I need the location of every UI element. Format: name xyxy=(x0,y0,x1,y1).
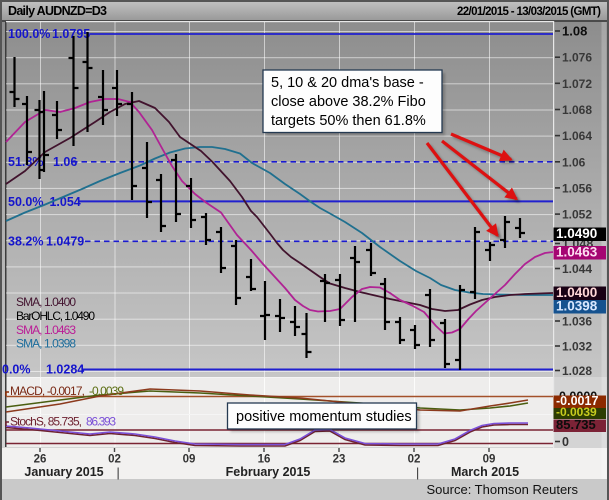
svg-text:1.032: 1.032 xyxy=(562,340,592,354)
svg-text:1.0490: 1.0490 xyxy=(556,226,597,241)
svg-text:January 2015: January 2015 xyxy=(24,465,103,479)
svg-text:1.0284: 1.0284 xyxy=(46,363,84,377)
svg-text:StochS, 85.735,: StochS, 85.735, xyxy=(10,415,82,429)
svg-text:|: | xyxy=(117,466,120,480)
svg-text:1.028: 1.028 xyxy=(562,364,592,378)
svg-text:1.0479: 1.0479 xyxy=(46,235,84,249)
svg-text:1.052: 1.052 xyxy=(562,208,592,222)
svg-text:1.0400: 1.0400 xyxy=(556,285,597,300)
svg-text:26: 26 xyxy=(34,454,47,466)
svg-text:38.2%: 38.2% xyxy=(8,235,43,249)
svg-text:MACD, -0.0017,: MACD, -0.0017, xyxy=(10,384,85,398)
svg-text:0.0%: 0.0% xyxy=(2,363,31,377)
svg-text:1.06: 1.06 xyxy=(46,155,77,169)
svg-text:1.0795: 1.0795 xyxy=(52,27,90,41)
svg-text:|: | xyxy=(416,466,419,480)
svg-text:Daily AUDNZD=D3: Daily AUDNZD=D3 xyxy=(8,4,107,18)
svg-text:02: 02 xyxy=(408,454,421,466)
svg-text:51.8%: 51.8% xyxy=(8,155,43,169)
svg-text:-0.0039: -0.0039 xyxy=(556,405,597,419)
svg-text:1.068: 1.068 xyxy=(562,103,592,117)
svg-text:1.076: 1.076 xyxy=(562,51,592,65)
svg-text:February 2015: February 2015 xyxy=(226,465,311,479)
svg-text:09: 09 xyxy=(183,454,196,466)
svg-text:02: 02 xyxy=(108,454,121,466)
svg-text:-0.0039: -0.0039 xyxy=(89,384,124,398)
svg-text:1.044: 1.044 xyxy=(562,262,592,276)
svg-text:1.036: 1.036 xyxy=(562,315,592,329)
svg-text:1.08: 1.08 xyxy=(562,24,587,39)
svg-text:16: 16 xyxy=(258,454,271,466)
svg-text:1.054: 1.054 xyxy=(46,195,81,209)
svg-text:positive momentum studies: positive momentum studies xyxy=(236,409,412,425)
svg-text:targets 50% then 61.8%: targets 50% then 61.8% xyxy=(271,113,426,129)
svg-text:-0.0017: -0.0017 xyxy=(556,394,598,408)
svg-text:86.393: 86.393 xyxy=(86,415,116,429)
svg-text:1.056: 1.056 xyxy=(562,181,592,195)
svg-text:100.0%: 100.0% xyxy=(8,27,50,41)
svg-text:Source: Thomson Reuters: Source: Thomson Reuters xyxy=(427,482,579,497)
svg-text:SMA, 1.0398: SMA, 1.0398 xyxy=(16,337,76,351)
svg-text:85.735: 85.735 xyxy=(556,417,596,432)
svg-text:50.0%: 50.0% xyxy=(8,195,43,209)
svg-text:SMA, 1.0400: SMA, 1.0400 xyxy=(16,295,76,309)
svg-text:1.0463: 1.0463 xyxy=(556,245,598,260)
svg-text:1.064: 1.064 xyxy=(562,129,592,143)
svg-text:March 2015: March 2015 xyxy=(451,465,519,479)
svg-text:09: 09 xyxy=(483,454,496,466)
svg-text:1.0398: 1.0398 xyxy=(556,299,598,314)
svg-text:SMA, 1.0463: SMA, 1.0463 xyxy=(16,323,76,337)
svg-text:23: 23 xyxy=(333,454,346,466)
svg-text:5, 10 & 20 dma's base -: 5, 10 & 20 dma's base - xyxy=(271,75,424,91)
svg-text:0: 0 xyxy=(562,435,569,449)
svg-text:1.072: 1.072 xyxy=(562,77,592,91)
svg-text:1.06: 1.06 xyxy=(562,155,586,169)
svg-text:22/01/2015 - 13/03/2015 (GMT): 22/01/2015 - 13/03/2015 (GMT) xyxy=(457,6,601,18)
svg-text:close above 38.2% Fibo: close above 38.2% Fibo xyxy=(271,94,426,110)
svg-text:BarOHLC, 1.0490: BarOHLC, 1.0490 xyxy=(16,309,95,323)
